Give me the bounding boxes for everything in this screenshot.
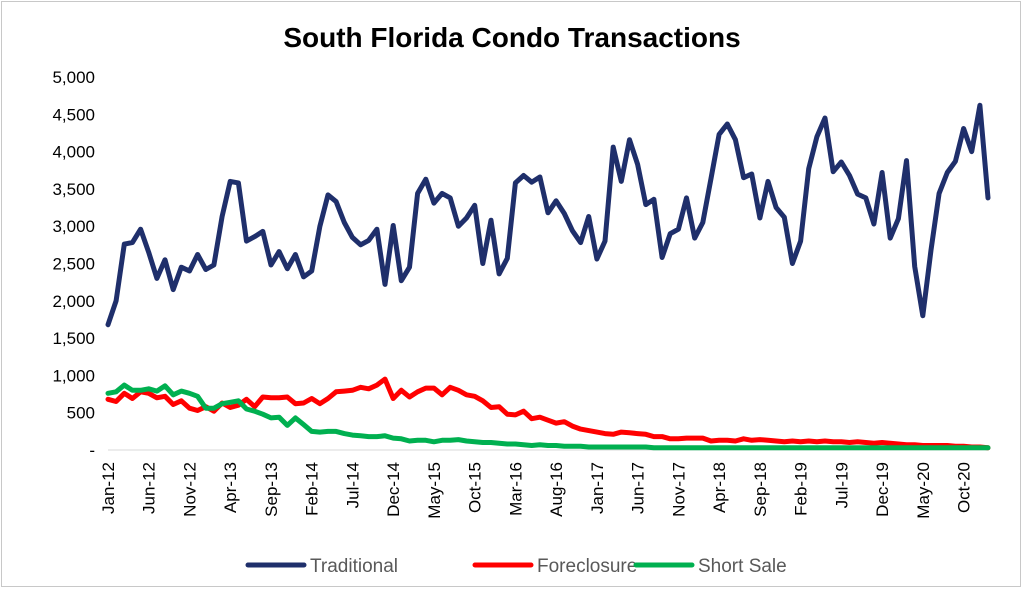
x-tick-label: Jul-19 [832,462,851,508]
x-tick-label: Jan-12 [99,462,118,514]
x-tick-label: Sep-13 [262,462,281,517]
x-tick-label: Nov-12 [180,462,199,517]
series-line-short-sale [105,382,991,451]
y-axis: - 500 1,000 1,500 2,000 2,500 3,000 3,500 4,000 4… [52,68,95,460]
y-tick-label: 4,500 [52,105,95,124]
x-tick-label: Oct-20 [955,462,974,513]
y-tick-label: - [89,441,95,460]
x-tick-label: Feb-19 [792,462,811,516]
x-axis: Jan-12 Jun-12 Nov-12 Apr-13 Sep-13 Feb-14 Jul-… [99,449,988,519]
legend-label-foreclosure: Foreclosure [537,556,637,577]
x-tick-label: May-20 [914,462,933,519]
y-tick-label: 3,500 [52,180,95,199]
y-tick-label: 4,000 [52,143,95,162]
x-tick-label: Jan-17 [588,462,607,514]
x-tick-label: Apr-18 [710,462,729,513]
y-tick-label: 1,000 [52,366,95,385]
series-line-foreclosure [105,376,991,451]
series-lines [105,102,991,451]
x-tick-label: Mar-16 [506,462,525,516]
legend: Traditional Foreclosure Short Sale [245,556,787,577]
y-tick-label: 3,000 [52,217,95,236]
x-tick-label: Jun-17 [629,462,648,514]
y-tick-label: 2,000 [52,292,95,311]
y-tick-label: 500 [67,404,95,423]
x-tick-label: Sep-18 [751,462,770,517]
y-tick-label: 5,000 [52,68,95,87]
y-tick-label: 1,500 [52,329,95,348]
x-tick-label: Dec-14 [384,462,403,517]
legend-label-short-sale: Short Sale [698,556,787,577]
x-tick-label: May-15 [425,462,444,519]
chart-title: South Florida Condo Transactions [283,22,741,53]
x-tick-label: Feb-14 [303,462,322,516]
x-tick-label: Jul-14 [343,462,362,508]
x-tick-label: Dec-19 [873,462,892,517]
x-tick-label: Aug-16 [547,462,566,517]
y-tick-label: 2,500 [52,255,95,274]
series-line-traditional [105,102,991,328]
x-tick-label: Oct-15 [466,462,485,513]
x-tick-label: Nov-17 [669,462,688,517]
x-tick-label: Jun-12 [140,462,159,514]
legend-label-traditional: Traditional [310,556,398,577]
x-tick-label: Apr-13 [221,462,240,513]
